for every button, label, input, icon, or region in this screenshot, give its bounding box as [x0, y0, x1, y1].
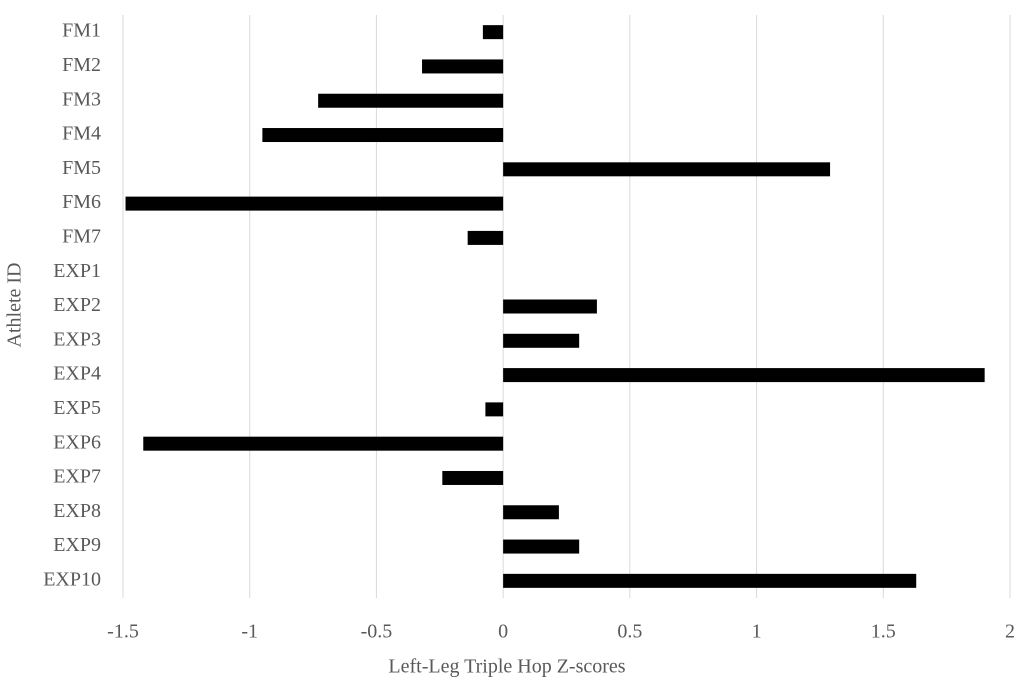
- y-tick-label: FM1: [62, 20, 101, 42]
- y-tick-label: EXP5: [53, 397, 101, 419]
- bar: [442, 470, 504, 485]
- y-tick-label: EXP4: [53, 363, 101, 385]
- bar: [503, 539, 580, 554]
- y-tick-label: FM7: [62, 226, 101, 248]
- y-tick-label: FM6: [62, 191, 101, 213]
- y-tick-label: EXP7: [53, 466, 101, 488]
- bar: [503, 573, 917, 588]
- bar: [422, 59, 504, 74]
- y-tick-label: EXP1: [53, 260, 101, 282]
- bar: [125, 196, 504, 211]
- x-tick-label: 0: [498, 621, 508, 643]
- x-tick-label: -1.5: [107, 621, 139, 643]
- y-tick-label: FM5: [62, 157, 101, 179]
- y-tick-label: EXP10: [43, 568, 101, 590]
- bar: [482, 25, 504, 40]
- x-tick-label: -1: [241, 621, 258, 643]
- y-tick-label: FM4: [62, 123, 101, 145]
- y-tick-label: FM3: [62, 88, 101, 110]
- x-tick-label: 0.5: [617, 621, 642, 643]
- bar: [503, 333, 580, 348]
- bar: [503, 299, 597, 314]
- y-axis-label: Athlete ID: [4, 263, 26, 348]
- bar: [318, 93, 504, 108]
- bar: [503, 505, 559, 520]
- y-tick-label: EXP8: [53, 500, 101, 522]
- y-tick-label: EXP2: [53, 294, 101, 316]
- x-axis-label: Left-Leg Triple Hop Z-scores: [388, 656, 625, 678]
- y-tick-label: EXP9: [53, 534, 101, 556]
- bar: [503, 368, 985, 383]
- bar: [485, 402, 504, 417]
- bar: [503, 162, 831, 177]
- bar: [467, 230, 504, 245]
- x-tick-label: 1.5: [871, 621, 896, 643]
- y-tick-label: EXP3: [53, 328, 101, 350]
- bar: [143, 436, 504, 451]
- y-tick-label: EXP6: [53, 431, 101, 453]
- bar: [262, 128, 504, 143]
- x-tick-label: 1: [752, 621, 762, 643]
- x-tick-label: 2: [1005, 621, 1015, 643]
- x-tick-label: -0.5: [361, 621, 393, 643]
- y-tick-label: FM2: [62, 54, 101, 76]
